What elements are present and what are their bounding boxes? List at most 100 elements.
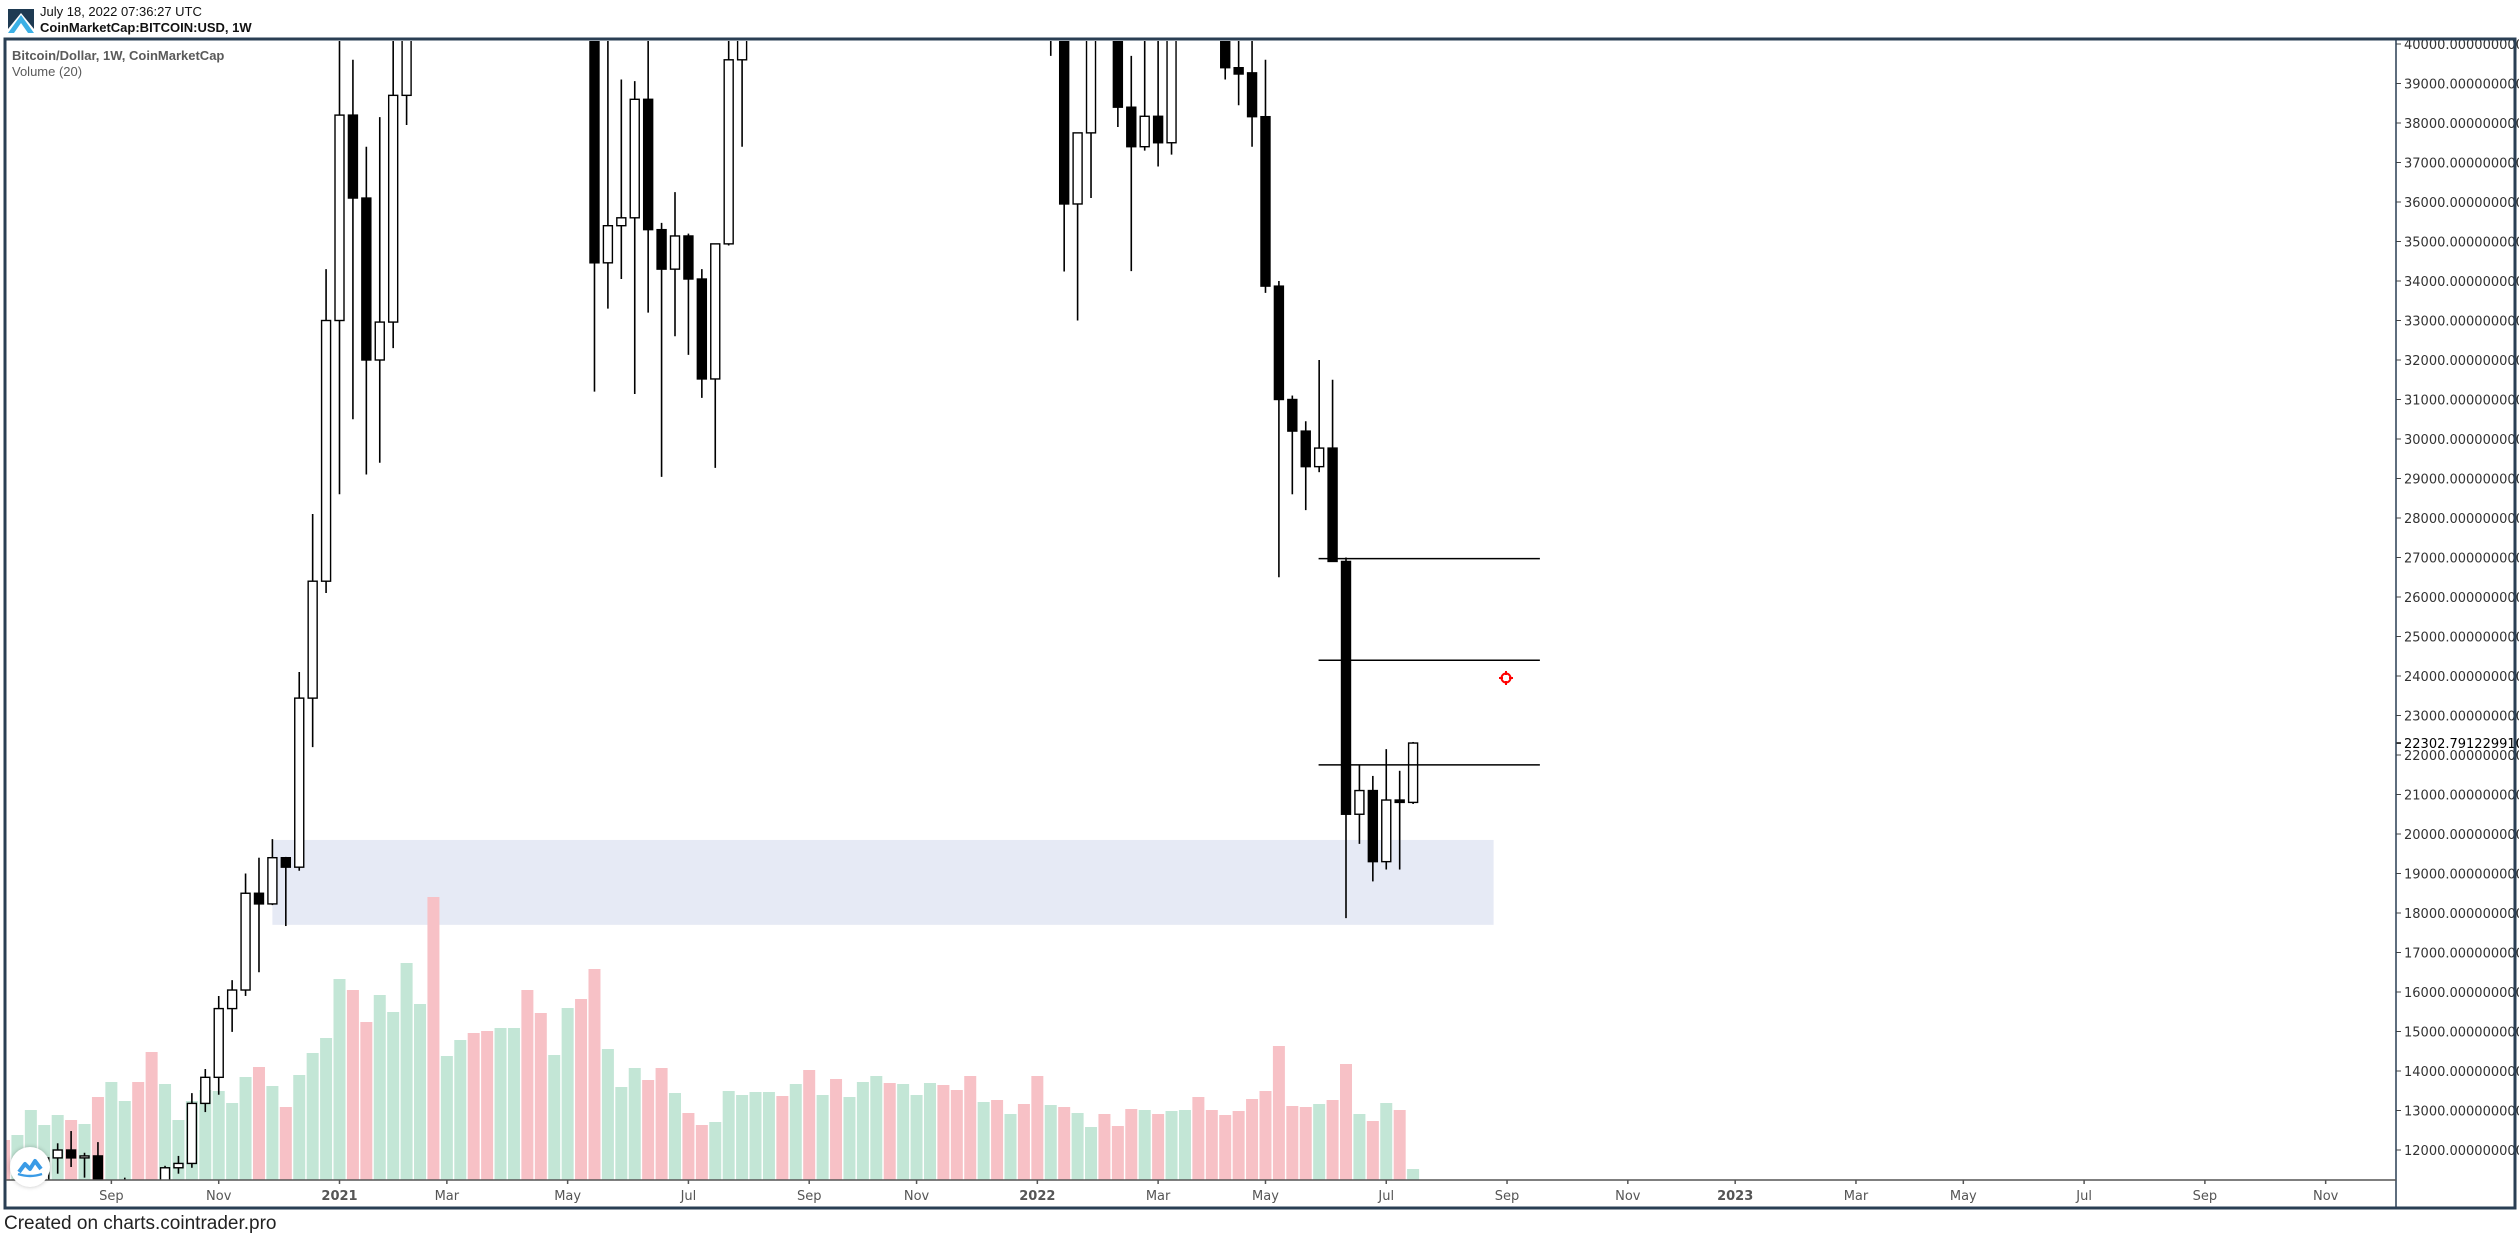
time-tick-label: Nov [904, 1189, 930, 1204]
price-tick-label: 28000.0000000000 [2404, 512, 2519, 527]
volume-bar [132, 1082, 145, 1180]
volume-bar [387, 1012, 400, 1180]
time-tick-label: Mar [1844, 1189, 1869, 1204]
candle-body-up [173, 1162, 184, 1169]
candle [79, 1152, 90, 1178]
candle-body-down [280, 857, 292, 868]
price-tick-label: 26000.0000000000 [2404, 591, 2519, 606]
candle-body-up [401, 41, 412, 97]
volume-bar [118, 1101, 131, 1180]
volume-bar [266, 1086, 279, 1180]
price-tick-label: 25000.0000000000 [2404, 631, 2519, 646]
volume-bar [333, 979, 346, 1180]
candle [213, 995, 224, 1095]
volume-bar [816, 1095, 829, 1180]
volume-bar [937, 1085, 950, 1180]
price-tick-label: 39000.0000000000 [2404, 78, 2519, 93]
horizontal-levels[interactable] [1318, 557, 1540, 766]
time-tick-label: Sep [2193, 1189, 2218, 1204]
candle [683, 233, 694, 355]
candle-body-down [347, 114, 359, 199]
last-price-label: 22302.7912299100 [2404, 737, 2519, 752]
volume-bar [467, 1033, 480, 1180]
volume-bar [320, 1038, 333, 1180]
volume-bar [1393, 1110, 1406, 1180]
candle [159, 1165, 171, 1180]
volume-bar [1205, 1110, 1218, 1180]
candle [1313, 360, 1325, 473]
volume-bar [105, 1082, 118, 1180]
volume-bar [1031, 1076, 1044, 1180]
volume-bar [615, 1087, 628, 1180]
footer-credit: Created on charts.cointrader.pro [4, 1213, 277, 1234]
candle-body-down [656, 228, 667, 270]
volume-bar [1044, 1105, 1057, 1180]
volume-bar [575, 999, 588, 1180]
candle-body-up [723, 59, 734, 245]
volume-bar [306, 1053, 319, 1180]
price-tick-label: 13000.0000000000 [2404, 1105, 2519, 1120]
snapshot-timestamp: July 18, 2022 07:36:27 UTC [40, 4, 202, 19]
candle-body-up [1072, 132, 1083, 205]
volume-bar [655, 1068, 668, 1180]
price-tick-label: 29000.0000000000 [2404, 473, 2519, 488]
time-tick-label: Nov [1615, 1189, 1641, 1204]
time-axis[interactable]: Sep Nov 2021 Mar May Jul Sep Nov 2022 Mar May Jul Se… [99, 1180, 2339, 1204]
price-tick-label: 23000.0000000000 [2404, 710, 2519, 725]
candle [1407, 741, 1419, 804]
time-tick-label: 2023 [1717, 1189, 1753, 1204]
candle-body-up [226, 989, 238, 1010]
volume-bar [950, 1090, 963, 1180]
volume-bar [856, 1082, 869, 1180]
volume-bar [709, 1122, 722, 1180]
candle-body-up [79, 1155, 90, 1159]
volume-bar [923, 1083, 936, 1180]
volume-bar [843, 1097, 856, 1180]
volume-bar [1152, 1114, 1165, 1180]
candle-body-up [267, 857, 278, 905]
volume-bar [548, 1055, 561, 1180]
volume-bar [373, 995, 386, 1180]
volume-bar [1407, 1169, 1420, 1180]
volume-bar [561, 1008, 574, 1180]
time-tick-label: Sep [99, 1189, 124, 1204]
price-tick-label: 35000.0000000000 [2404, 236, 2519, 251]
candle [1354, 764, 1365, 844]
candle [52, 1143, 63, 1174]
candle-body-down [1260, 115, 1271, 287]
candle-body-up [1407, 742, 1419, 804]
price-axis[interactable]: 12000.0000000000 13000.0000000000 14000.00… [2396, 38, 2519, 1159]
volume-bar [1111, 1126, 1124, 1180]
candle [280, 856, 292, 927]
symbol-title: CoinMarketCap:BITCOIN:USD, 1W [40, 20, 252, 35]
candle [1233, 41, 1244, 106]
candle [401, 41, 412, 125]
cointrader-logo [8, 9, 34, 33]
candle [589, 41, 600, 392]
volume-bar [145, 1052, 158, 1180]
candle [669, 192, 681, 337]
candle-body-down [1233, 66, 1244, 75]
candle [173, 1155, 184, 1174]
candle-body-down [253, 892, 265, 905]
candle [723, 41, 734, 246]
volume-bars [6, 897, 1420, 1180]
support-zone-rect[interactable] [272, 839, 1494, 925]
candle-body-up [1354, 789, 1365, 815]
volume-indicator-label[interactable]: Volume (20) [12, 64, 83, 79]
time-tick-label: Jul [680, 1189, 697, 1204]
candle [845, 0, 854, 12]
candle-body-down [65, 1149, 77, 1159]
volume-bar [964, 1076, 977, 1180]
candle-body-up [1166, 41, 1177, 144]
volume-bar [6, 1140, 10, 1180]
volume-bar [507, 1028, 520, 1180]
volume-bar [1232, 1111, 1245, 1180]
volume-bar [897, 1084, 910, 1180]
candle [656, 222, 667, 477]
candle [307, 514, 318, 748]
price-tick-label: 20000.0000000000 [2404, 828, 2519, 843]
candle [629, 81, 640, 394]
chart-legend-title: Bitcoin/Dollar, 1W, CoinMarketCap [12, 48, 225, 63]
